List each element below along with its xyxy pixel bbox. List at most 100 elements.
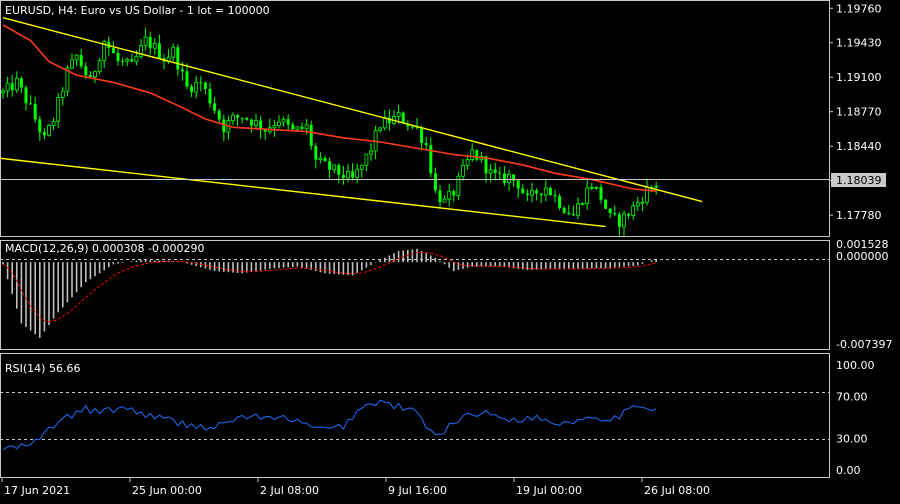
candle-body bbox=[585, 187, 590, 204]
candle-body bbox=[236, 115, 240, 118]
candle-body bbox=[447, 190, 452, 200]
candle-body bbox=[530, 189, 534, 196]
candle-body bbox=[328, 161, 332, 170]
rsi-axis: 100.00 70.00 30.00 0.00 bbox=[836, 359, 875, 477]
candle-body bbox=[364, 153, 369, 166]
candle-body bbox=[396, 112, 401, 117]
candle-body bbox=[507, 173, 511, 184]
candle-body bbox=[199, 82, 203, 84]
price-tick-label: 1.19100 bbox=[836, 71, 882, 84]
time-tick-label: 19 Jul 00:00 bbox=[516, 484, 582, 497]
candle-body bbox=[438, 190, 442, 203]
candle-body bbox=[475, 149, 479, 160]
time-tick-label: 9 Jul 16:00 bbox=[388, 484, 447, 497]
rsi-line bbox=[2, 399, 657, 451]
candle-body bbox=[203, 82, 207, 89]
candle-body bbox=[249, 119, 253, 126]
candle-body bbox=[521, 188, 525, 194]
candle-body bbox=[318, 157, 323, 161]
symbol-title: EURUSD, H4: Euro vs US Dollar - 1 lot = … bbox=[5, 4, 270, 17]
trendlines[interactable] bbox=[0, 16, 703, 228]
candle-body bbox=[139, 45, 143, 57]
candle-body bbox=[121, 60, 125, 62]
candle-body bbox=[65, 67, 70, 92]
rsi-tick-label: 100.00 bbox=[836, 359, 875, 372]
rsi-tick-label: 70.00 bbox=[836, 391, 868, 404]
macd-pane[interactable]: MACD(12,26,9) 0.000308 -0.000290 bbox=[0, 242, 829, 338]
candle-body bbox=[24, 87, 28, 104]
candle-body bbox=[5, 82, 10, 92]
candle-body bbox=[613, 213, 617, 215]
candle-body bbox=[148, 36, 152, 49]
candle-body bbox=[19, 78, 23, 88]
rsi-tick-label: 0.00 bbox=[836, 464, 861, 477]
candle-body bbox=[604, 199, 608, 209]
candle-body bbox=[79, 55, 83, 67]
candle-body bbox=[231, 114, 235, 122]
candle-body bbox=[51, 120, 56, 126]
candle-body bbox=[304, 124, 309, 130]
price-tick-label: 1.18440 bbox=[836, 140, 882, 153]
candle-body bbox=[97, 60, 102, 73]
candle-body bbox=[38, 119, 42, 133]
candle-body bbox=[190, 86, 194, 93]
macd-pane-frame bbox=[0, 240, 830, 350]
trendline-upper[interactable] bbox=[2, 16, 703, 203]
candle-body bbox=[222, 119, 226, 133]
price-tick-label: 1.19760 bbox=[836, 2, 882, 15]
candle-body bbox=[369, 150, 373, 155]
moving-average bbox=[2, 24, 657, 192]
candle-body bbox=[213, 103, 217, 111]
candle-body bbox=[346, 170, 350, 179]
candle-body bbox=[111, 47, 115, 54]
candle-body bbox=[259, 120, 263, 130]
candle-body bbox=[332, 164, 337, 171]
candle-body bbox=[70, 59, 74, 69]
candle-body bbox=[295, 126, 300, 130]
candle-body bbox=[580, 203, 585, 205]
candle-body bbox=[512, 174, 516, 181]
rsi-path bbox=[2, 399, 657, 451]
candle-body bbox=[406, 123, 410, 127]
candle-body bbox=[498, 172, 502, 174]
candle-body bbox=[323, 157, 327, 162]
candle-body bbox=[535, 190, 539, 194]
candle-body bbox=[387, 117, 391, 124]
candle-body bbox=[1, 90, 5, 94]
current-price-label: 1.18039 bbox=[836, 174, 882, 187]
candle-body bbox=[645, 186, 649, 203]
candle-body bbox=[567, 212, 571, 215]
candle-body bbox=[543, 187, 548, 196]
candle-body bbox=[291, 124, 295, 130]
time-axis: 17 Jun 2021 25 Jun 00:00 2 Jul 08:00 9 Jul … bbox=[1, 478, 710, 497]
candle-body bbox=[42, 132, 46, 136]
candle-body bbox=[157, 43, 161, 59]
candle-body bbox=[465, 159, 470, 166]
candle-body bbox=[125, 58, 130, 62]
candle-body bbox=[93, 71, 97, 78]
candle-body bbox=[654, 185, 659, 188]
price-pane[interactable]: EURUSD, H4: Euro vs US Dollar - 1 lot = … bbox=[0, 4, 829, 236]
candle-body bbox=[539, 193, 543, 196]
candle-body bbox=[589, 186, 594, 189]
time-tick-label: 2 Jul 08:00 bbox=[260, 484, 319, 497]
macd-label: MACD(12,26,9) 0.000308 -0.000290 bbox=[5, 242, 204, 255]
trendline-lower[interactable] bbox=[0, 143, 606, 228]
candle-body bbox=[88, 75, 92, 77]
candle-body bbox=[470, 149, 475, 160]
candle-body bbox=[116, 53, 120, 61]
candle-body bbox=[47, 125, 51, 136]
candle-body bbox=[102, 41, 107, 62]
candle-body bbox=[10, 83, 14, 91]
rsi-pane[interactable]: RSI(14) 56.66 bbox=[0, 362, 829, 451]
price-pane-frame bbox=[0, 0, 830, 237]
candle-body bbox=[171, 46, 176, 58]
candle-body bbox=[134, 55, 139, 63]
candle-body bbox=[355, 168, 360, 178]
candle-body bbox=[631, 205, 636, 216]
candle-body bbox=[185, 71, 189, 87]
candle-body bbox=[351, 171, 355, 178]
